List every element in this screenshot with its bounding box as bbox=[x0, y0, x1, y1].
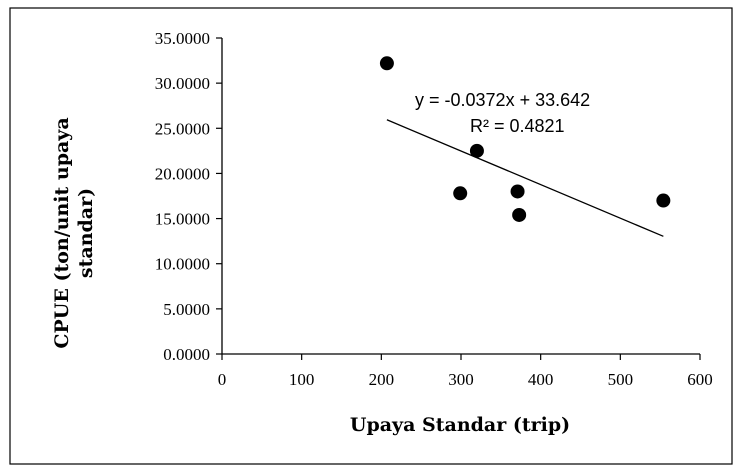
y-tick-label: 20.0000 bbox=[155, 164, 210, 183]
data-point bbox=[453, 186, 468, 201]
y-tick-label: 25.0000 bbox=[155, 119, 210, 138]
trendline bbox=[386, 119, 664, 237]
x-axis-title: Upaya Standar (trip) bbox=[350, 414, 570, 436]
y-axis-title: CPUE (ton/unit upaya standar) bbox=[51, 117, 97, 348]
y-tick-label: 5.0000 bbox=[163, 300, 210, 319]
x-tick-label: 600 bbox=[687, 370, 713, 389]
x-tick-label: 500 bbox=[608, 370, 634, 389]
chart-frame bbox=[9, 7, 733, 465]
data-point bbox=[510, 184, 525, 199]
y-tick-label: 30.0000 bbox=[155, 74, 210, 93]
r-squared-label: R² = 0.4821 bbox=[470, 116, 565, 136]
y-axis-title-line-1: CPUE (ton/unit upaya bbox=[51, 117, 73, 348]
y-axis-title-line-2: standar) bbox=[75, 188, 97, 278]
data-point bbox=[512, 207, 527, 222]
x-tick-label: 200 bbox=[369, 370, 395, 389]
x-tick-label: 0 bbox=[218, 370, 227, 389]
x-tick-label: 100 bbox=[289, 370, 315, 389]
data-point bbox=[469, 143, 484, 158]
x-tick-label: 300 bbox=[448, 370, 474, 389]
x-axis-ticks: 0 100 200 300 400 500 600 bbox=[218, 354, 713, 389]
trendline-equation: y = -0.0372x + 33.642 bbox=[415, 90, 590, 110]
data-point bbox=[656, 193, 671, 208]
y-tick-label: 10.0000 bbox=[155, 255, 210, 274]
x-tick-label: 400 bbox=[528, 370, 554, 389]
y-tick-label: 35.0000 bbox=[155, 29, 210, 48]
y-axis-ticks: 0.0000 5.0000 10.0000 15.0000 20.0000 25.0000… bbox=[155, 29, 222, 364]
y-tick-label: 15.0000 bbox=[155, 210, 210, 229]
y-tick-label: 0.0000 bbox=[163, 345, 210, 364]
data-point bbox=[379, 56, 394, 71]
data-points bbox=[379, 56, 671, 222]
